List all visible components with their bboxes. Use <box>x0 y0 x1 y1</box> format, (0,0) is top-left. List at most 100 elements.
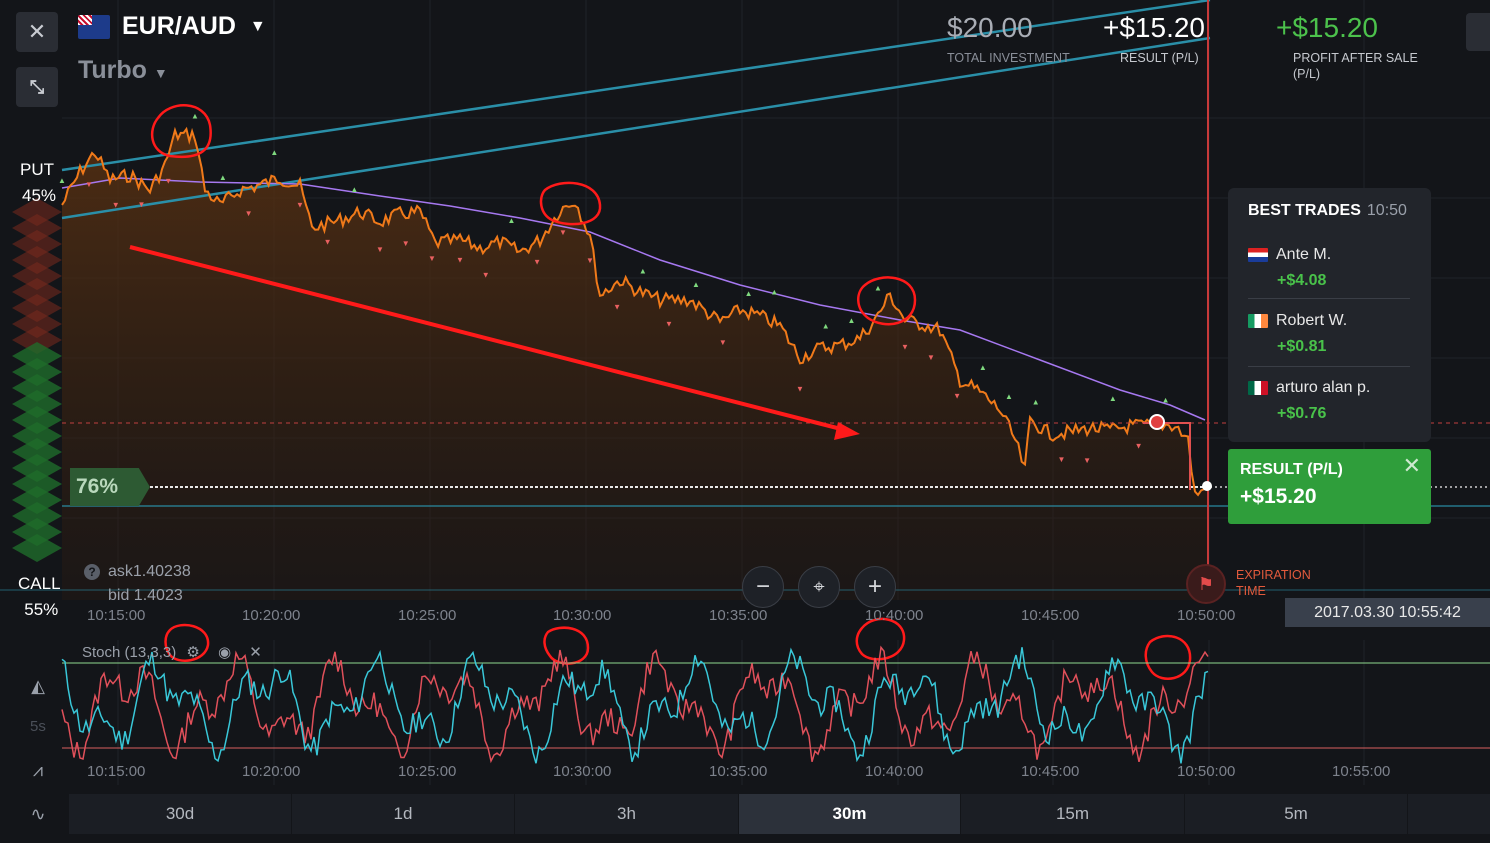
time-tick: 10:25:00 <box>398 763 457 780</box>
trade-amount: +$0.81 <box>1277 338 1327 356</box>
call-ladder-step <box>12 358 62 386</box>
asset-selector[interactable]: EUR/AUD ▼ <box>78 12 266 41</box>
up-signal-marker: ▲ <box>219 173 227 182</box>
up-signal-marker: ▲ <box>874 284 882 293</box>
call-ladder-step <box>12 518 62 546</box>
up-signal-marker: ▲ <box>847 316 855 325</box>
close-icon[interactable]: ✕ <box>1402 453 1421 478</box>
call-ladder-step <box>12 486 62 514</box>
time-tick: 10:45:00 <box>1021 763 1080 780</box>
call-ladder-step <box>12 406 62 434</box>
help-icon[interactable]: ? <box>84 564 100 580</box>
time-tick: 10:40:00 <box>865 763 924 780</box>
down-signal-marker: ▼ <box>456 256 464 265</box>
put-ladder-step <box>12 294 62 322</box>
bid-price: bid 1.4023 <box>108 587 183 604</box>
collapse-button[interactable]: ⤡ <box>16 67 58 107</box>
up-signal-marker: ▲ <box>270 148 278 157</box>
put-label: PUT <box>20 160 55 179</box>
best-trades-panel: BEST TRADES 10:50 Ante M. +$4.08 Robert W… <box>1228 188 1431 442</box>
up-signal-marker: ▲ <box>350 185 358 194</box>
annotation-circle <box>543 626 590 665</box>
put-ladder-step <box>12 246 62 274</box>
trade-amount: +$0.76 <box>1277 405 1327 423</box>
time-tick: 10:45:00 <box>1021 607 1080 624</box>
down-signal-marker: ▼ <box>901 343 909 352</box>
close-icon[interactable]: ✕ <box>249 644 262 661</box>
trader-name: Robert W. <box>1276 312 1348 329</box>
quote-info: ? ask1.40238 bid 1.4023 <box>84 560 191 608</box>
mode-selector[interactable]: Turbo ▼ <box>78 56 168 85</box>
center-chart-button[interactable]: ⌖ <box>798 566 840 608</box>
trend-channel-upper <box>61 0 1211 172</box>
down-signal-marker: ▼ <box>665 319 673 328</box>
time-tick: 10:35:00 <box>709 607 768 624</box>
best-trades-time: 10:50 <box>1366 202 1407 219</box>
down-signal-marker: ▼ <box>324 238 332 247</box>
indicator-label: Stoch (13,3,3) <box>82 644 177 661</box>
up-signal-marker: ▲ <box>745 289 753 298</box>
time-tick: 10:35:00 <box>709 763 768 780</box>
timeframe-15m[interactable]: 15m <box>961 794 1184 834</box>
timeframe-1d[interactable]: 1d <box>292 794 514 834</box>
call-ladder-step <box>12 342 62 370</box>
result-panel-label: RESULT (P/L) <box>1240 461 1343 478</box>
chart-type-button[interactable]: ◭ <box>22 670 54 702</box>
up-signal-marker: ▲ <box>1032 397 1040 406</box>
best-trades-title: BEST TRADES <box>1248 202 1361 219</box>
down-signal-marker: ▼ <box>1057 455 1065 464</box>
timeframe-5m[interactable]: 5m <box>1185 794 1407 834</box>
time-tick: 10:20:00 <box>242 607 301 624</box>
down-signal-marker: ▼ <box>796 384 804 393</box>
trader-name: arturo alan p. <box>1276 379 1371 396</box>
trader-name: Ante M. <box>1276 246 1332 263</box>
timeframe-extra[interactable] <box>1408 794 1490 834</box>
result-panel: RESULT (P/L) +$15.20 ✕ <box>1228 449 1431 524</box>
call-ladder-step <box>12 438 62 466</box>
time-tick: 10:30:00 <box>553 607 612 624</box>
up-signal-marker: ▲ <box>822 321 830 330</box>
australia-flag-icon <box>78 14 110 39</box>
trade-amount: +$4.08 <box>1277 272 1327 290</box>
trend-icon: ∿ <box>30 803 46 824</box>
call-ladder-step <box>12 502 62 530</box>
result-label: RESULT (P/L) <box>1120 51 1199 65</box>
divider <box>1248 298 1410 299</box>
down-signal-marker: ▼ <box>559 228 567 237</box>
put-ladder-step <box>12 278 62 306</box>
mexico-flag-icon <box>1248 381 1268 395</box>
up-signal-marker: ▲ <box>507 216 515 225</box>
close-button[interactable]: ✕ <box>16 12 58 52</box>
down-signal-marker: ▼ <box>482 270 490 279</box>
down-signal-marker: ▼ <box>164 177 172 186</box>
call-ladder-step <box>12 422 62 450</box>
up-signal-marker: ▲ <box>58 176 66 185</box>
call-ladder-step <box>12 454 62 482</box>
drawing-tools-button[interactable]: ∿ <box>22 798 54 830</box>
timeframe-30m[interactable]: 30m <box>739 794 960 834</box>
put-ladder-step <box>12 230 62 258</box>
up-signal-marker: ▲ <box>1109 394 1117 403</box>
put-percent: 45% <box>22 186 57 205</box>
zoom-in-button[interactable]: + <box>854 566 896 608</box>
best-trade-item: Ante M. +$4.08 <box>1248 246 1410 290</box>
ireland-flag-icon <box>1248 314 1268 328</box>
down-signal-marker: ▼ <box>1135 442 1143 451</box>
ask-price: ask1.40238 <box>108 563 191 580</box>
indicators-button[interactable]: ⩘ <box>22 754 54 786</box>
gear-icon[interactable]: ⚙ <box>186 644 200 661</box>
timeframe-3h[interactable]: 3h <box>515 794 738 834</box>
timeframe-30d[interactable]: 30d <box>69 794 291 834</box>
current-price-dot <box>1202 481 1212 491</box>
zoom-out-button[interactable]: − <box>742 566 784 608</box>
up-signal-marker: ▲ <box>979 363 987 372</box>
time-tick: 10:30:00 <box>553 763 612 780</box>
eye-icon[interactable]: ◉ <box>218 644 232 661</box>
menu-button[interactable] <box>1466 13 1490 51</box>
time-tick: 10:15:00 <box>87 607 146 624</box>
best-trade-item: Robert W. +$0.81 <box>1248 312 1410 356</box>
down-signal-marker: ▼ <box>376 245 384 254</box>
down-signal-marker: ▼ <box>296 200 304 209</box>
down-signal-marker: ▼ <box>533 257 541 266</box>
annotation-circle <box>857 276 917 326</box>
